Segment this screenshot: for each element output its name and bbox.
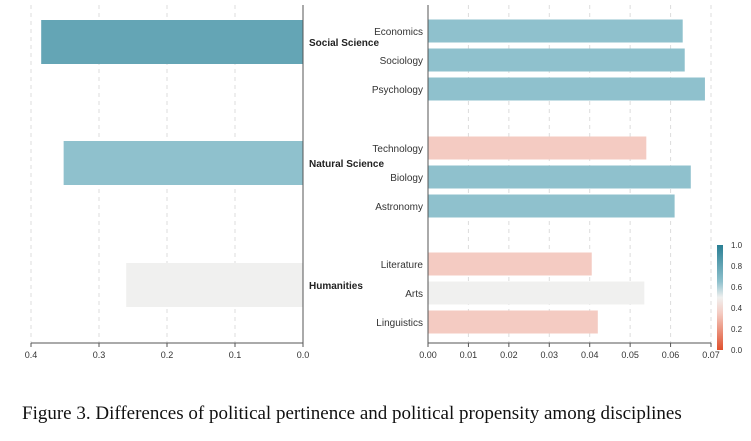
right-x-tick-label: 0.03 xyxy=(541,350,559,360)
right-bar xyxy=(428,252,592,276)
colorbar-tick-label: 0.2 xyxy=(731,325,743,334)
right-x-tick-label: 0.00 xyxy=(419,350,437,360)
colorbar-tick-label: 1.0 xyxy=(731,241,743,250)
right-category-label: Psychology xyxy=(372,85,423,96)
left-x-tick-label: 0.0 xyxy=(297,350,310,360)
colorbar-tick-label: 0.8 xyxy=(731,262,743,271)
left-x-tick-label: 0.2 xyxy=(161,350,174,360)
right-bar xyxy=(428,77,705,101)
figure-chart: 0.4 0.3 0.2 0.1 0.0 0.00 0.01 0.02 0.03 0.04 0.05 0… xyxy=(25,5,743,360)
left-bar xyxy=(63,141,303,185)
right-x-tick-label: 0.04 xyxy=(581,350,599,360)
right-category-label: Economics xyxy=(374,27,423,38)
left-bar xyxy=(126,263,303,307)
right-category-label: Biology xyxy=(390,173,423,184)
right-category-label: Arts xyxy=(405,289,423,300)
right-bar xyxy=(428,194,675,218)
figure-caption: Figure 3. Differences of political perti… xyxy=(22,403,682,424)
right-bar xyxy=(428,48,685,72)
right-bar xyxy=(428,19,683,43)
left-x-tick-label: 0.4 xyxy=(25,350,38,360)
right-x-tick-label: 0.07 xyxy=(702,350,720,360)
group-label: Social Science xyxy=(309,38,379,49)
right-category-label: Linguistics xyxy=(376,318,423,329)
right-category-label: Astronomy xyxy=(375,202,423,213)
colorbar-tick-label: 0.4 xyxy=(731,304,743,313)
group-label: Natural Science xyxy=(309,159,384,170)
right-x-tick-label: 0.02 xyxy=(500,350,518,360)
right-x-tick-label: 0.01 xyxy=(460,350,478,360)
left-x-tick-label: 0.3 xyxy=(93,350,106,360)
right-bar xyxy=(428,165,691,189)
right-x-tick-label: 0.05 xyxy=(621,350,639,360)
right-bar xyxy=(428,136,647,160)
group-label: Humanities xyxy=(309,281,363,292)
right-bar xyxy=(428,281,645,305)
right-bar xyxy=(428,310,598,334)
colorbar-tick-label: 0.6 xyxy=(731,283,743,292)
colorbar-tick-label: 0.0 xyxy=(731,346,743,355)
right-x-tick-label: 0.06 xyxy=(662,350,680,360)
colorbar xyxy=(717,245,723,350)
left-bar xyxy=(41,20,303,64)
right-category-label: Technology xyxy=(372,144,423,155)
right-category-label: Sociology xyxy=(380,56,423,67)
left-x-tick-label: 0.1 xyxy=(229,350,242,360)
right-category-label: Literature xyxy=(381,260,424,271)
